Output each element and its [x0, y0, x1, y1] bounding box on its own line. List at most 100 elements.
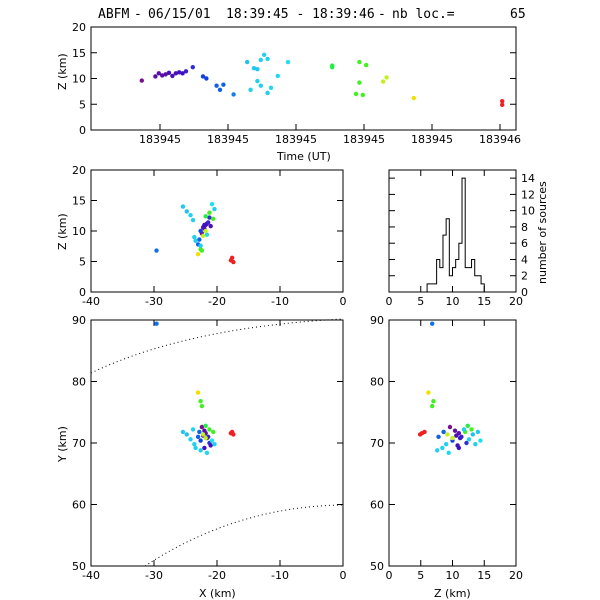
- histogram-ytick-label: 4: [521, 253, 528, 266]
- time-height-point: [381, 79, 386, 84]
- x-z-point: [208, 223, 213, 229]
- title-sep-2: -: [378, 7, 386, 22]
- z-y-point: [443, 442, 449, 447]
- x-z-xtick-label: 0: [340, 295, 347, 308]
- x-y-point: [198, 448, 203, 453]
- histogram-ytick-label: 6: [521, 237, 528, 250]
- z-y-xtick-label: 5: [417, 569, 424, 582]
- histogram-step-line: [389, 177, 516, 293]
- time-height-xtick-label: 183945: [343, 133, 385, 146]
- x-y-point: [208, 443, 213, 448]
- time-height-point: [248, 87, 253, 93]
- x-y-point: [193, 445, 198, 451]
- z-y-point: [459, 434, 464, 440]
- x-y-point: [184, 432, 189, 437]
- x-z-ytick-label: 0: [79, 286, 86, 299]
- time-height-point: [153, 74, 158, 79]
- x-y-point: [203, 435, 208, 441]
- panel-x-z: [90, 169, 344, 293]
- x-z-point: [209, 201, 215, 207]
- x-y-ytick-label: 90: [72, 314, 86, 327]
- time-height-point: [384, 75, 389, 80]
- x-z-point: [202, 222, 207, 228]
- z-y-ytick-label: 50: [370, 560, 384, 573]
- x-z-point: [207, 210, 212, 215]
- title-count-label: nb loc.=: [392, 7, 455, 22]
- source-points: [139, 52, 505, 456]
- time-height-point: [255, 78, 260, 84]
- x-z-point: [198, 228, 203, 234]
- z-y-point: [426, 390, 431, 395]
- x-y-point: [200, 432, 206, 437]
- x-z-point: [228, 258, 234, 263]
- x-z-point: [197, 237, 202, 242]
- z-y-point: [429, 321, 435, 326]
- time-height-point: [265, 90, 270, 96]
- time-height-xtick-label: 183946: [479, 133, 521, 146]
- x-z-xtick-label: -40: [82, 295, 100, 308]
- z-y-xtick-label: 20: [509, 569, 523, 582]
- z-y-ytick-label: 60: [370, 499, 384, 512]
- time-height-point: [245, 59, 250, 65]
- x-y-ytick-label: 50: [72, 560, 86, 573]
- x-z-point: [195, 251, 201, 257]
- x-z-point: [212, 206, 217, 212]
- time-height-point: [251, 66, 257, 71]
- time-height-point: [214, 83, 219, 88]
- title-time-range: 18:39:45 - 18:39:46: [226, 7, 375, 22]
- x-z-point: [199, 248, 205, 253]
- time-height-point: [163, 72, 168, 77]
- title-count: 65: [510, 7, 526, 22]
- z-y-ytick-label: 80: [370, 376, 384, 389]
- time-height-point: [262, 52, 267, 58]
- x-z-point: [207, 215, 212, 220]
- x-y-ytick-label: 80: [72, 376, 86, 389]
- z-y-point: [461, 427, 467, 432]
- x-z-point: [154, 248, 159, 253]
- x-z-point: [180, 204, 186, 209]
- time-height-point: [190, 64, 195, 70]
- time-height-point: [217, 87, 223, 93]
- x-y-point: [190, 427, 196, 432]
- xlabel-x-y: X (km): [199, 587, 236, 600]
- time-height-point: [500, 98, 505, 104]
- x-z-point: [190, 217, 196, 223]
- time-height-point: [160, 73, 165, 78]
- time-height-xtick-label: 183945: [207, 133, 249, 146]
- time-height-point: [360, 92, 365, 98]
- z-y-point: [464, 440, 469, 446]
- x-y-xtick-label: -30: [145, 569, 163, 582]
- x-y-point: [209, 438, 215, 443]
- x-z-point: [200, 233, 206, 239]
- title-sep-1: -: [134, 7, 142, 22]
- time-height-point: [170, 73, 175, 79]
- time-height-ytick-label: 20: [72, 21, 86, 34]
- histogram-ytick-label: 14: [521, 172, 535, 185]
- time-height-point: [500, 102, 505, 107]
- time-height-point: [330, 64, 335, 70]
- histogram-xtick-label: 15: [477, 295, 491, 308]
- time-height-point: [258, 83, 263, 88]
- x-z-xtick-label: -10: [271, 295, 289, 308]
- x-z-point: [192, 234, 197, 240]
- time-height-point: [221, 82, 226, 87]
- x-y-point: [228, 430, 234, 436]
- x-y-point: [198, 438, 203, 443]
- z-y-ytick-label: 70: [370, 437, 384, 450]
- x-y-ytick-label: 60: [72, 499, 86, 512]
- x-y-point: [204, 450, 210, 456]
- x-y-ytick-label: 70: [72, 437, 86, 450]
- z-y-point: [466, 437, 472, 442]
- z-y-xtick-label: 0: [386, 569, 393, 582]
- time-height-point: [156, 71, 161, 76]
- x-y-point: [180, 429, 186, 435]
- z-y-point: [456, 445, 462, 451]
- time-height-point: [258, 57, 263, 63]
- x-y-point: [192, 442, 197, 447]
- x-z-point: [184, 209, 189, 214]
- x-y-point: [199, 424, 205, 430]
- x-y-point: [211, 429, 216, 435]
- time-height-point: [177, 70, 182, 75]
- x-y-point: [202, 445, 207, 451]
